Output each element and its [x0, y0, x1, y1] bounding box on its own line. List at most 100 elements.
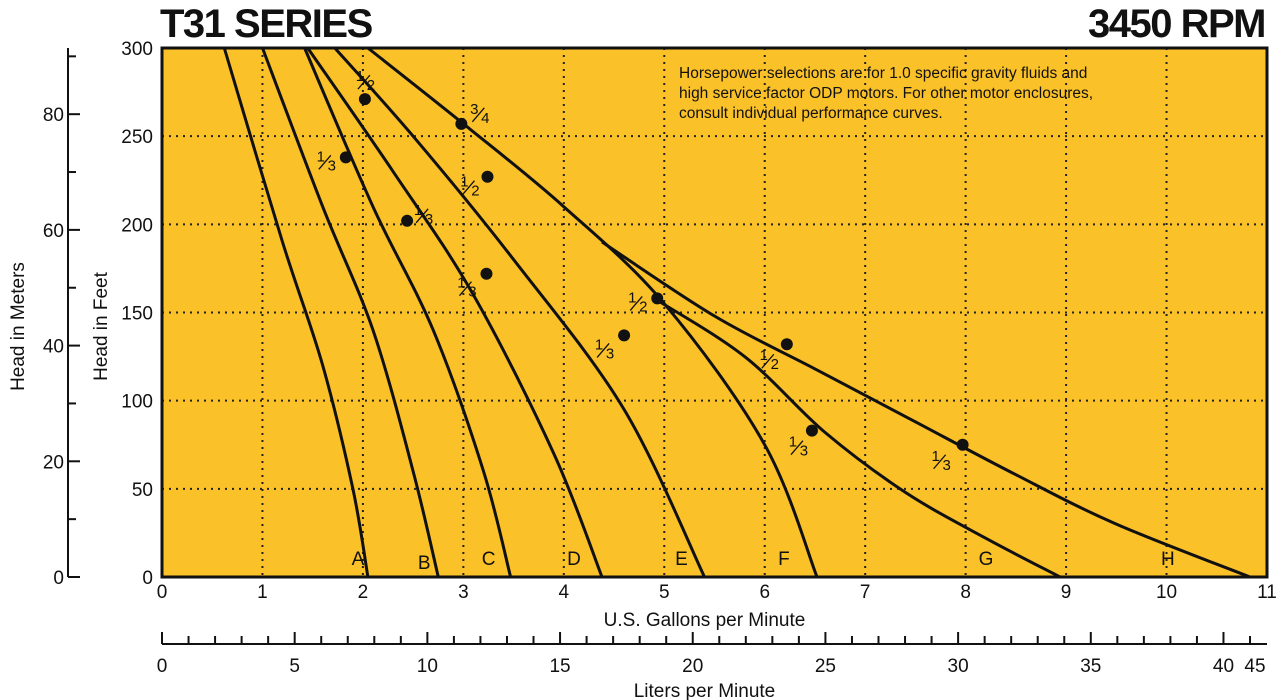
meters-tick-label: 0 [53, 568, 64, 589]
hp-numerator: 1 [760, 347, 768, 364]
curve-a [222, 47, 370, 578]
hp-fraction-bar [933, 454, 947, 470]
meters-tick-label: 40 [43, 337, 64, 358]
x-tick-label: 1 [257, 582, 268, 603]
hp-fraction-bar [461, 180, 475, 196]
curve-label-h: H [1161, 549, 1175, 570]
hp-denominator: 2 [771, 356, 779, 373]
liters-tick-label: 5 [289, 656, 300, 677]
x-tick-label: 7 [860, 582, 871, 603]
curve-label-e: E [675, 549, 688, 570]
x-tick-label: 5 [659, 582, 670, 603]
hp-denominator: 2 [639, 298, 647, 315]
hp-fraction-bar [357, 74, 371, 90]
hp-numerator: 1 [460, 174, 468, 191]
axes: 0 1 2 3 4 5 6 7 8 9 10 11U.S. Gallons per Minute050… [8, 39, 1277, 700]
y-tick-label: 50 [132, 480, 153, 501]
hp-numerator: 1 [414, 202, 422, 219]
hp-point [956, 438, 969, 451]
horsepower-note: Horsepower selections are for 1.0 specif… [679, 65, 1094, 122]
x-axis-title: U.S. Gallons per Minute [604, 610, 806, 631]
y-tick-label: 150 [121, 304, 153, 325]
x-tick-label: 11 [1257, 582, 1277, 603]
hp-denominator: 4 [481, 110, 489, 127]
curve-label-g: G [979, 549, 994, 570]
hp-numerator: 1 [931, 448, 939, 465]
hp-fraction-label: 121/2 [460, 174, 479, 200]
hp-fraction-label: 121/2 [356, 68, 375, 94]
plot-area [162, 48, 1267, 577]
curve-label-c: C [482, 549, 496, 570]
hp-denominator: 3 [800, 443, 808, 460]
hp-point [339, 151, 352, 164]
hp-fraction-label: 131/3 [789, 434, 808, 460]
curve-d [306, 47, 604, 578]
hp-numerator: 1 [457, 275, 465, 292]
hp-numerator: 1 [356, 68, 364, 85]
y-tick-label: 200 [121, 215, 153, 236]
x-tick-label: 6 [759, 582, 770, 603]
hp-fraction-label: 343/4 [470, 101, 489, 127]
curve-h [601, 240, 1251, 579]
curve-c [303, 47, 513, 578]
hp-fraction-bar [471, 107, 485, 123]
x-tick-label: 4 [559, 582, 570, 603]
x-tick-label: 0 [157, 582, 168, 603]
y-tick-label: 250 [121, 127, 153, 148]
x-tick-label: 10 [1156, 582, 1177, 603]
hp-fraction-bar [790, 440, 804, 456]
hp-denominator: 3 [328, 157, 336, 174]
hp-fraction-label: 131/3 [317, 148, 336, 174]
chart-rpm: 3450 RPM [1088, 2, 1266, 46]
curve-e [333, 47, 706, 578]
x-tick-label: 9 [1061, 582, 1072, 603]
curve-g [653, 297, 1061, 579]
hp-point [618, 329, 631, 342]
liters-tick-label: 20 [682, 656, 703, 677]
hp-denominator: 2 [367, 77, 375, 94]
meters-axis-title: Head in Meters [8, 262, 29, 391]
hp-numerator: 3 [470, 101, 478, 118]
hp-fraction-label: 131/3 [414, 202, 433, 228]
hp-denominator: 3 [468, 284, 476, 301]
hp-fraction-label: 131/3 [457, 275, 476, 301]
hp-point [480, 267, 493, 280]
y-tick-label: 300 [121, 39, 153, 60]
hp-fraction-label: 131/3 [595, 336, 614, 362]
liters-tick-label: 15 [549, 656, 570, 677]
pump-curves: A B C D E F G H [222, 46, 1251, 579]
curve-f [366, 46, 819, 578]
horsepower-markers: 131/3 121/2 131/3 131/3 121/2 131/3 343/4 121/2… [317, 68, 969, 474]
liters-tick-label: 35 [1080, 656, 1101, 677]
liters-tick-label: 40 [1213, 656, 1234, 677]
hp-point [401, 214, 414, 227]
hp-fraction-bar [596, 343, 610, 358]
hp-denominator: 3 [606, 345, 614, 362]
hp-fraction-bar [629, 295, 643, 311]
hp-denominator: 2 [471, 183, 479, 200]
hp-point [780, 338, 793, 351]
y-tick-label: 0 [142, 568, 153, 589]
liters-tick-label: 30 [948, 656, 969, 677]
liters-tick-label: 45 [1244, 656, 1265, 677]
x-tick-label: 8 [960, 582, 971, 603]
hp-fraction-bar [761, 353, 775, 369]
hp-point [651, 292, 664, 305]
hp-denominator: 3 [942, 457, 950, 474]
curve-label-f: F [778, 549, 790, 570]
chart-title: T31 SERIES [160, 2, 373, 46]
meters-tick-label: 20 [43, 452, 64, 473]
hp-numerator: 1 [628, 289, 636, 306]
liters-tick-label: 25 [815, 656, 836, 677]
hp-fraction-label: 121/2 [760, 347, 779, 373]
hp-point [358, 93, 371, 106]
hp-point [805, 424, 818, 437]
liters-tick-label: 0 [157, 656, 168, 677]
hp-fraction-bar [318, 154, 332, 170]
hp-point [455, 117, 468, 130]
hp-numerator: 1 [317, 148, 325, 165]
hp-fraction-label: 131/3 [931, 448, 950, 474]
curve-b [261, 47, 440, 578]
hp-fraction-bar [458, 281, 472, 297]
